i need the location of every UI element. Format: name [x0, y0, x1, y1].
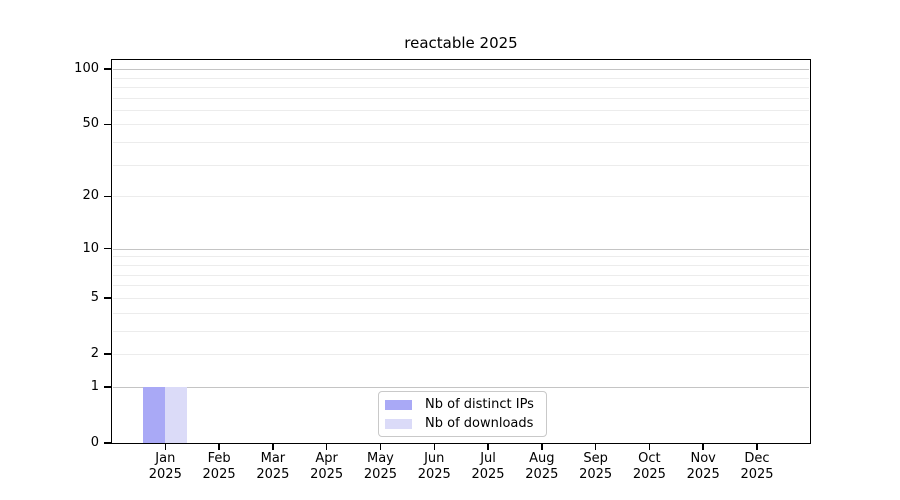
x-tick-year: 2025 — [256, 467, 290, 482]
minor-gridline — [113, 330, 809, 332]
y-axis-tick — [104, 68, 112, 70]
x-tick-year: 2025 — [579, 467, 613, 482]
minor-gridline — [113, 274, 809, 276]
y-axis-tick — [104, 353, 112, 355]
decade-gridline — [113, 248, 809, 250]
y-axis-tick — [104, 195, 112, 198]
minor-gridline — [113, 353, 809, 355]
y-axis-tick — [104, 386, 112, 388]
x-axis-tick — [433, 443, 435, 450]
y-axis-tick-label: 1 — [90, 378, 99, 394]
legend-label-downloads: Nb of downloads — [425, 415, 534, 431]
x-tick-year: 2025 — [525, 467, 559, 482]
y-axis-tick-label: 20 — [82, 188, 99, 204]
y-axis-tick-label: 10 — [82, 240, 99, 256]
x-axis-tick — [487, 443, 489, 450]
x-axis-tick — [164, 443, 167, 450]
x-tick-month: Nov — [690, 451, 716, 466]
legend-swatch-distinct-ips — [385, 399, 412, 410]
legend-swatch-downloads — [385, 418, 412, 429]
x-axis-tick-label: Apr 2025 — [295, 451, 359, 483]
x-axis-tick-label: Feb 2025 — [187, 451, 251, 483]
x-tick-year: 2025 — [740, 467, 774, 482]
x-tick-year: 2025 — [202, 467, 236, 482]
y-axis-tick-label: 2 — [90, 345, 99, 361]
y-axis-tick-label: 100 — [74, 61, 99, 77]
x-axis-tick-label: Oct 2025 — [617, 451, 681, 483]
x-axis-tick — [541, 443, 543, 450]
decade-gridline — [113, 69, 809, 71]
x-axis-tick — [702, 443, 704, 450]
x-axis-tick — [218, 443, 220, 450]
x-tick-month: Apr — [315, 451, 338, 466]
x-tick-year: 2025 — [686, 467, 720, 482]
legend-item-distinct-ips: Nb of distinct IPs — [385, 397, 540, 413]
minor-gridline — [113, 164, 809, 166]
x-axis-tick — [272, 443, 274, 450]
y-axis-tick-label: 0 — [90, 435, 99, 450]
x-axis-tick-label: Nov 2025 — [671, 451, 735, 483]
x-axis-tick-label: Jan 2025 — [133, 451, 197, 483]
x-axis-tick-label: Mar 2025 — [241, 451, 305, 483]
minor-gridline — [113, 196, 809, 198]
y-axis-tick — [104, 442, 112, 444]
minor-gridline — [113, 256, 809, 258]
minor-gridline — [113, 264, 809, 266]
x-axis-tick — [379, 443, 382, 450]
decade-gridline — [113, 386, 809, 388]
x-axis-tick — [325, 443, 328, 450]
minor-gridline — [113, 109, 809, 111]
x-tick-year: 2025 — [632, 467, 666, 482]
x-tick-year: 2025 — [471, 467, 505, 482]
y-axis-tick — [104, 297, 112, 299]
y-axis-tick-label: 5 — [90, 289, 99, 305]
y-axis-tick — [104, 247, 112, 250]
x-tick-month: Aug — [529, 451, 555, 466]
x-axis-tick-label: Aug 2025 — [510, 451, 574, 483]
minor-gridline — [113, 312, 809, 314]
y-axis-tick-label: 50 — [82, 116, 99, 132]
x-tick-year: 2025 — [310, 467, 344, 482]
minor-gridline — [113, 77, 809, 79]
x-tick-month: Sep — [583, 451, 608, 466]
x-tick-month: May — [367, 451, 394, 466]
x-tick-month: Jan — [155, 451, 176, 466]
legend-label-distinct-ips: Nb of distinct IPs — [425, 396, 534, 412]
bar-downloads — [165, 386, 188, 443]
x-tick-month: Oct — [638, 451, 661, 466]
legend: Nb of distinct IPs Nb of downloads — [378, 391, 547, 437]
minor-gridline — [113, 86, 809, 88]
minor-gridline — [113, 297, 809, 299]
x-tick-month: Jul — [480, 451, 496, 466]
x-axis-tick-label: Jun 2025 — [402, 451, 466, 483]
x-axis-tick — [648, 443, 651, 450]
x-tick-month: Jun — [424, 451, 445, 466]
x-tick-month: Feb — [207, 451, 231, 466]
minor-gridline — [113, 142, 809, 144]
legend-item-downloads: Nb of downloads — [385, 416, 540, 432]
x-tick-month: Mar — [260, 451, 286, 466]
x-tick-month: Dec — [744, 451, 770, 466]
minor-gridline — [113, 285, 809, 287]
minor-gridline — [113, 124, 809, 126]
x-tick-year: 2025 — [363, 467, 397, 482]
x-tick-year: 2025 — [148, 467, 182, 482]
x-axis-tick-label: May 2025 — [348, 451, 412, 483]
minor-gridline — [113, 97, 809, 99]
y-axis-tick — [104, 123, 112, 126]
x-axis-tick — [756, 443, 758, 450]
x-axis-tick-label: Jul 2025 — [456, 451, 520, 483]
x-axis-tick-label: Sep 2025 — [564, 451, 628, 483]
x-axis-tick-label: Dec 2025 — [725, 451, 789, 483]
x-tick-year: 2025 — [417, 467, 451, 482]
bar-distinct-ips — [143, 386, 166, 443]
chart-title: reactable 2025 — [404, 34, 518, 52]
x-axis-tick — [594, 443, 597, 450]
